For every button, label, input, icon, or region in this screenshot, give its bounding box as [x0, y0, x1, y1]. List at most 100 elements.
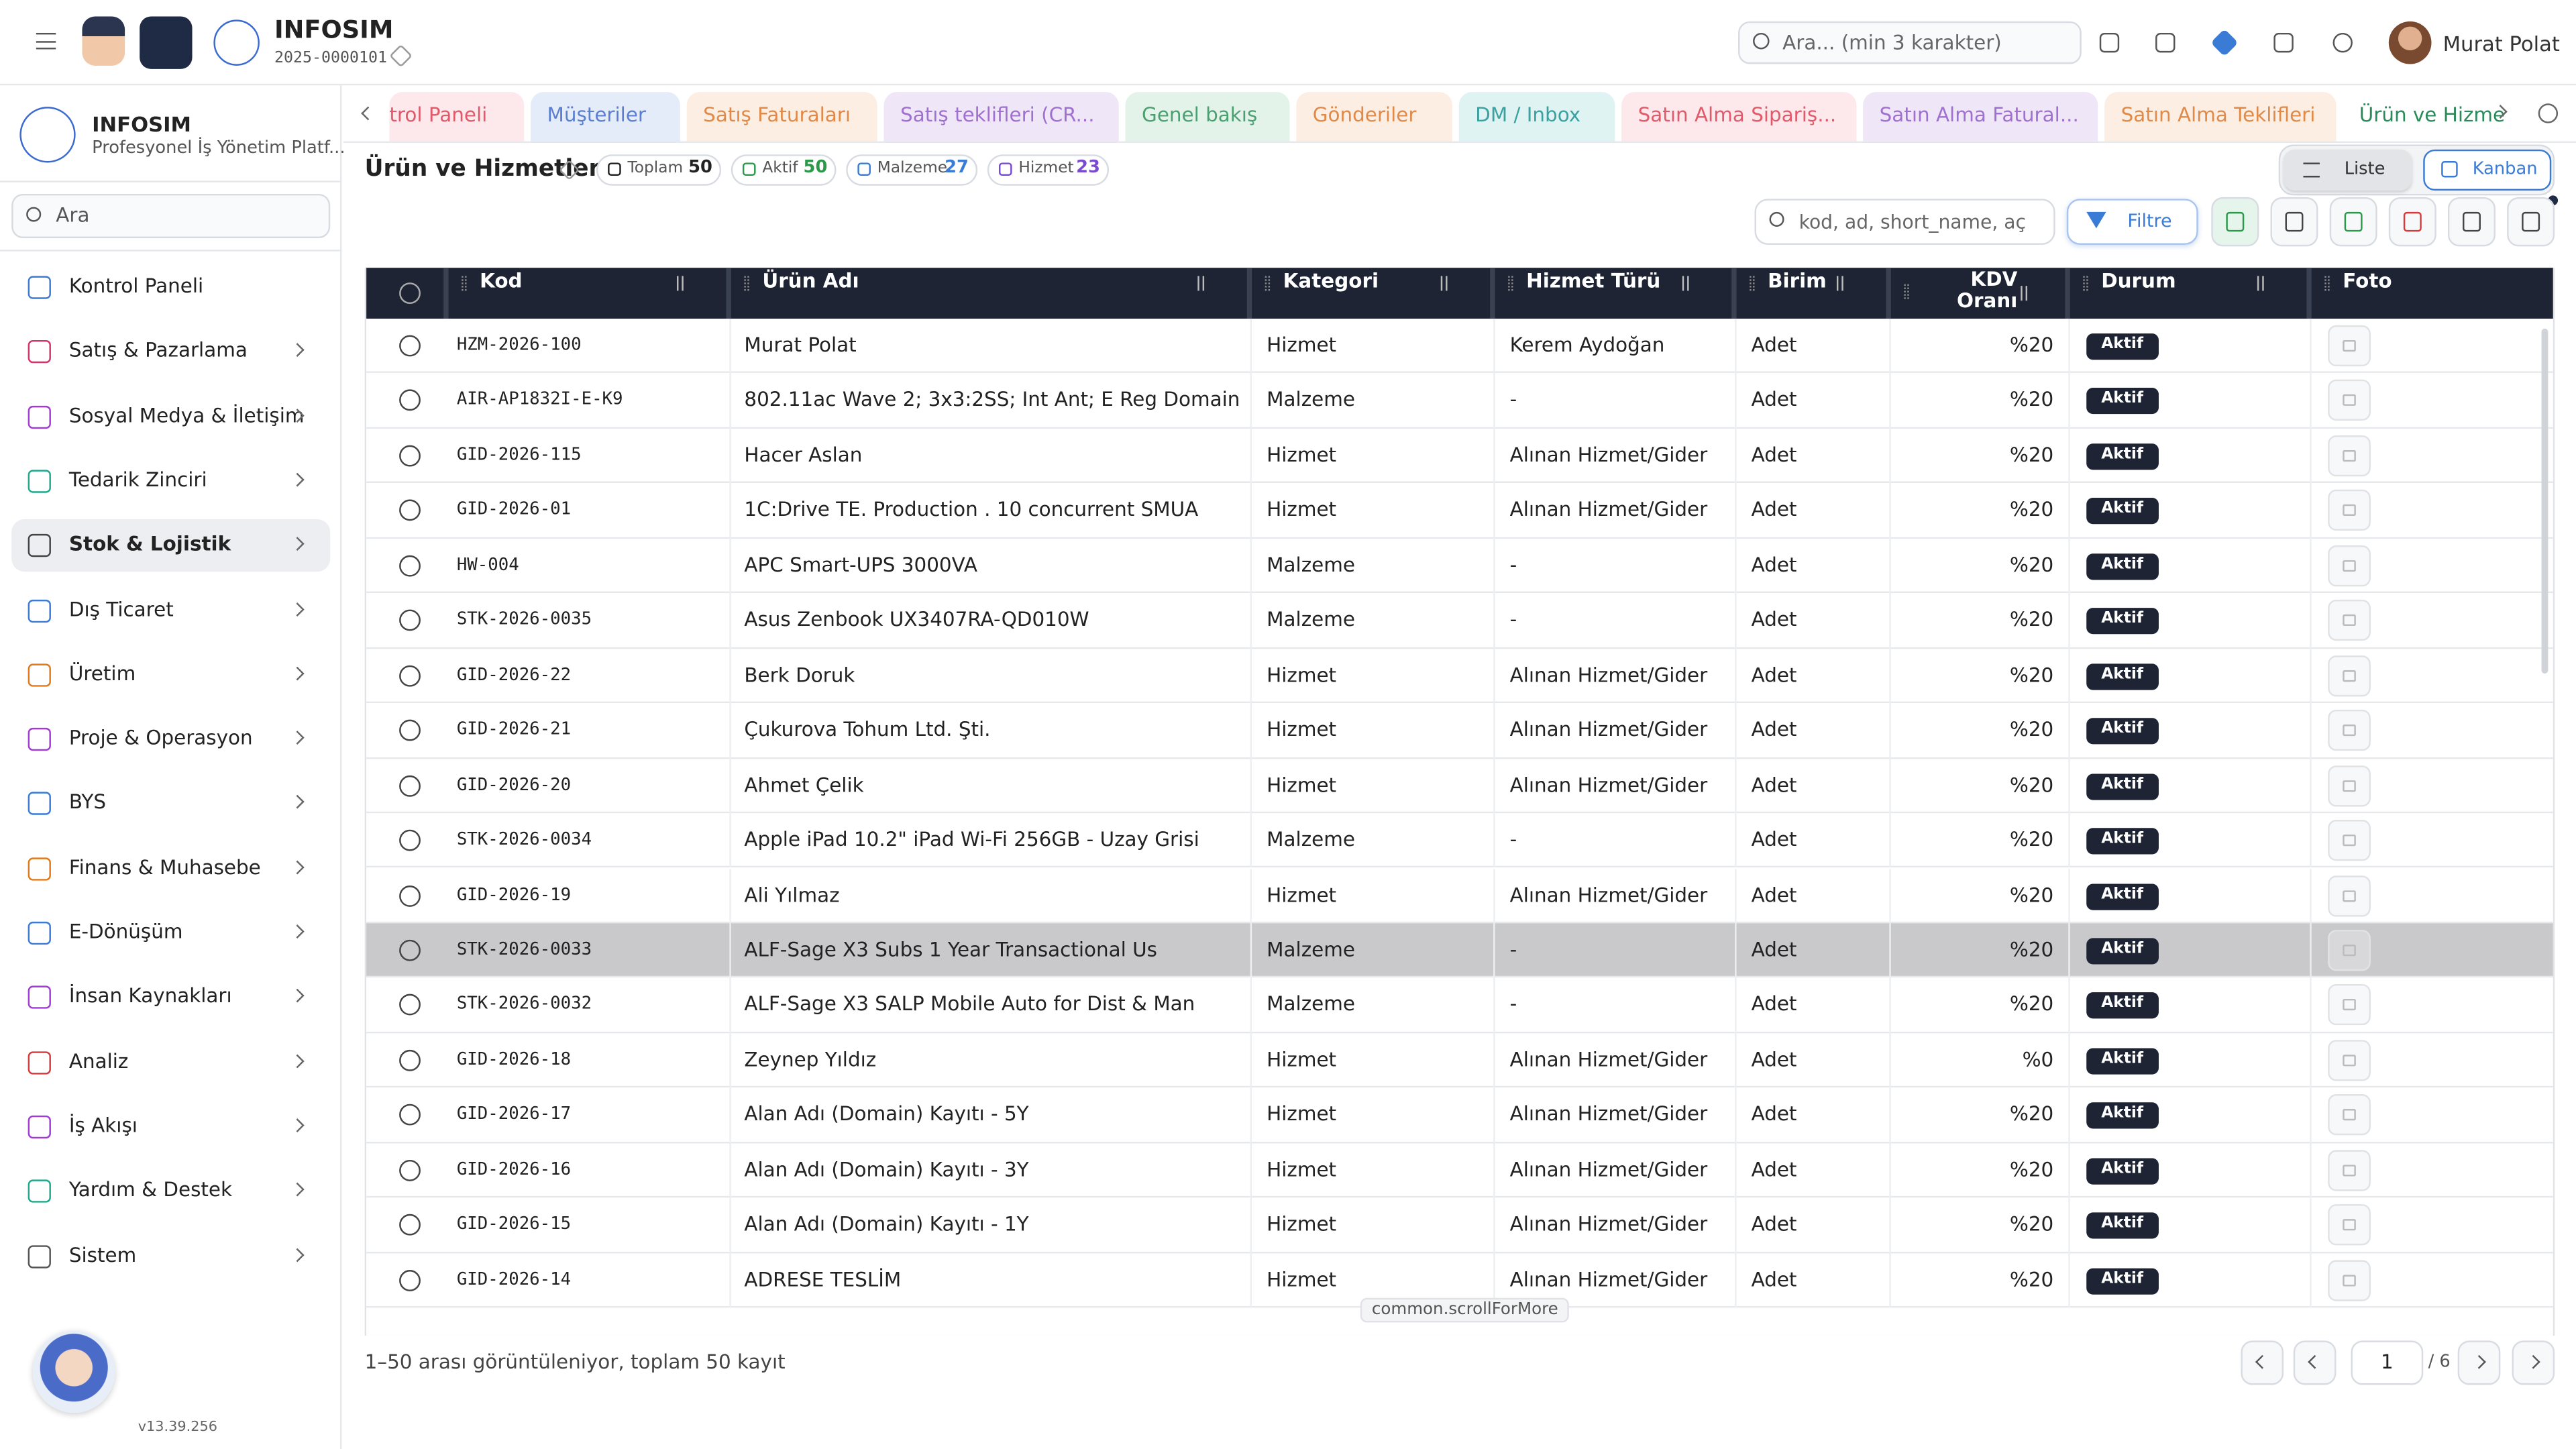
table-row[interactable]	[366, 319, 2553, 374]
sort-icon[interactable]	[2257, 276, 2264, 291]
view-button-active[interactable]	[2284, 149, 2412, 191]
assistant-avatar[interactable]	[32, 1330, 115, 1413]
nav-item[interactable]: İnsan Kaynakları	[68, 984, 232, 1008]
header-icon[interactable]	[2155, 32, 2176, 53]
drag-handle[interactable]	[744, 276, 749, 291]
sort-icon[interactable]	[2021, 286, 2028, 301]
row-checkbox[interactable]	[399, 994, 421, 1016]
tab[interactable]	[883, 92, 1119, 142]
row-checkbox[interactable]	[399, 665, 421, 686]
table-row[interactable]	[366, 1033, 2553, 1088]
table-row[interactable]	[366, 648, 2553, 704]
row-checkbox[interactable]	[399, 774, 421, 796]
nav-item[interactable]: Tedarik Zinciri	[68, 468, 207, 491]
nav-item[interactable]: Sosyal Medya & İletişim	[68, 403, 305, 427]
nav-item[interactable]: Analiz	[68, 1049, 129, 1073]
column-header[interactable]: Foto	[2343, 269, 2392, 292]
header-icon[interactable]	[2099, 32, 2120, 53]
view-label[interactable]: Kanban	[2472, 159, 2538, 179]
nav-item[interactable]: E-Dönüşüm	[68, 920, 183, 943]
toolbar-button[interactable]	[2329, 197, 2377, 247]
header-icon[interactable]	[2332, 32, 2353, 53]
tab-label[interactable]: Satış Faturaları	[703, 103, 851, 127]
toolbar-button[interactable]	[2388, 197, 2436, 247]
page-button[interactable]	[2241, 1340, 2284, 1385]
table-row[interactable]	[366, 373, 2553, 429]
history-icon[interactable]	[2538, 103, 2559, 123]
drag-handle[interactable]	[1904, 284, 1909, 299]
header-icon[interactable]	[2273, 32, 2294, 53]
tab[interactable]	[2104, 92, 2337, 142]
filter-label[interactable]: Filtre	[2127, 210, 2172, 232]
nav-item[interactable]: Stok & Lojistik	[68, 532, 231, 556]
menu-button[interactable]	[36, 32, 56, 50]
sort-icon[interactable]	[1440, 276, 1448, 291]
tab[interactable]	[389, 92, 525, 142]
row-checkbox[interactable]	[399, 555, 421, 577]
column-header[interactable]: Hizmet Türü	[1526, 269, 1661, 292]
table-search[interactable]	[1754, 199, 2055, 245]
drag-handle[interactable]	[1750, 276, 1755, 291]
drag-handle[interactable]	[1265, 276, 1271, 291]
tab-label[interactable]: trol Paneli	[389, 103, 488, 127]
page-input[interactable]	[2351, 1340, 2424, 1385]
sidebar-search[interactable]	[11, 193, 331, 239]
row-checkbox[interactable]	[399, 1214, 421, 1236]
tab[interactable]	[1621, 92, 1857, 142]
table-row[interactable]	[366, 703, 2553, 759]
global-search[interactable]	[1738, 21, 2082, 64]
column-header[interactable]: Ürün Adı	[762, 269, 859, 292]
table-row[interactable]	[366, 1087, 2553, 1143]
table-row[interactable]	[366, 483, 2553, 539]
page-button[interactable]	[2293, 1340, 2337, 1385]
view-button[interactable]	[2423, 149, 2552, 191]
drag-handle[interactable]	[2083, 276, 2088, 291]
toolbar-button[interactable]	[2447, 197, 2496, 247]
row-checkbox[interactable]	[399, 1104, 421, 1126]
tab[interactable]	[686, 92, 877, 142]
column-header[interactable]: Birim	[1768, 269, 1827, 292]
tab-label[interactable]: Ürün ve Hizme	[2359, 103, 2506, 127]
tab-label[interactable]: Müşteriler	[547, 103, 646, 127]
nav-item[interactable]: Sistem	[68, 1242, 137, 1266]
column-header[interactable]: Kod	[480, 269, 523, 292]
page-button[interactable]	[2512, 1340, 2555, 1385]
row-checkbox[interactable]	[399, 884, 421, 906]
tab[interactable]	[531, 92, 680, 142]
view-label[interactable]: Liste	[2344, 159, 2385, 179]
table-row[interactable]	[366, 538, 2553, 594]
user-name[interactable]: Murat Polat	[2443, 31, 2560, 56]
nav-item[interactable]: İş Akışı	[68, 1114, 138, 1137]
toolbar-button[interactable]	[2507, 197, 2555, 247]
column-header[interactable]: Durum	[2101, 269, 2176, 292]
sort-icon[interactable]	[1682, 276, 1689, 291]
toolbar-button[interactable]	[2211, 197, 2259, 247]
tab[interactable]	[1296, 92, 1452, 142]
row-checkbox[interactable]	[399, 335, 421, 357]
toolbar-button[interactable]	[2270, 197, 2318, 247]
tab[interactable]	[1458, 92, 1615, 142]
nav-item[interactable]: Satış & Pazarlama	[68, 339, 248, 362]
page-button[interactable]	[2457, 1340, 2501, 1385]
column-header[interactable]: KDV Oranı	[1957, 268, 2018, 313]
nav-item[interactable]: Dış Ticaret	[68, 597, 174, 621]
nav-item[interactable]: BYS	[68, 790, 107, 814]
table-row[interactable]	[366, 593, 2553, 649]
tab[interactable]	[1125, 92, 1290, 142]
tab-label[interactable]: Gönderiler	[1312, 103, 1417, 127]
table-row[interactable]	[366, 428, 2553, 484]
row-checkbox[interactable]	[399, 829, 421, 851]
row-checkbox[interactable]	[399, 390, 421, 412]
table-row[interactable]	[366, 923, 2553, 979]
nav-item[interactable]: Üretim	[68, 661, 136, 685]
tab[interactable]	[2343, 92, 2491, 142]
sort-icon[interactable]	[1836, 276, 1843, 291]
tab-label[interactable]: Genel bakış	[1142, 103, 1258, 127]
drag-handle[interactable]	[1508, 276, 1513, 291]
row-checkbox[interactable]	[399, 719, 421, 741]
avatar[interactable]	[2388, 21, 2432, 64]
sort-icon[interactable]	[1197, 276, 1205, 291]
table-row[interactable]	[366, 813, 2553, 869]
column-header[interactable]: Kategori	[1283, 269, 1379, 292]
tab-label[interactable]: Satın Alma Teklifleri	[2121, 103, 2316, 127]
